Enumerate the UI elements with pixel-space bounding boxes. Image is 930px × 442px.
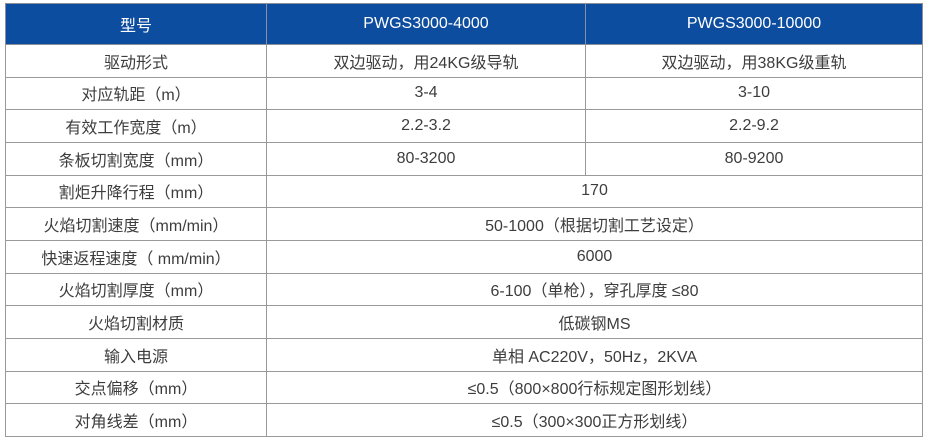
row-value-a: 80-3200 — [266, 141, 586, 176]
row-value-a: 3-4 — [266, 76, 586, 111]
spec-table-header: 型号 PWGS3000-4000 PWGS3000-10000 — [5, 3, 923, 45]
header-cell-model-label: 型号 — [5, 3, 267, 45]
row-label: 快速返程速度（ mm/min） — [5, 239, 267, 274]
row-label: 有效工作宽度（m） — [5, 109, 267, 143]
row-value-merged: ≤0.5（800×800行标规定图形划线） — [266, 370, 923, 405]
row-value-b: 3-10 — [585, 76, 923, 111]
row-label: 火焰切割材质 — [5, 305, 267, 339]
row-label: 条板切割宽度（mm） — [5, 141, 267, 176]
table-row: 驱动形式 双边驱动，用24KG级导轨 双边驱动，用38KG级重轨 — [5, 44, 923, 78]
table-row: 有效工作宽度（m） 2.2-3.2 2.2-9.2 — [5, 109, 923, 143]
row-label: 交点偏移（mm） — [5, 370, 267, 405]
row-value-b: 2.2-9.2 — [585, 109, 923, 143]
table-row: 输入电源 单相 AC220V，50Hz，2KVA — [5, 337, 923, 372]
table-row: 火焰切割速度（mm/min） 50-1000（根据切割工艺设定） — [5, 207, 923, 241]
table-row: 条板切割宽度（mm） 80-3200 80-9200 — [5, 141, 923, 176]
row-value-merged: 低碳钢MS — [266, 305, 923, 339]
row-value-a: 双边驱动，用24KG级导轨 — [266, 44, 586, 78]
row-label: 输入电源 — [5, 337, 267, 372]
table-row: 火焰切割材质 低碳钢MS — [5, 305, 923, 339]
header-row: 型号 PWGS3000-4000 PWGS3000-10000 — [5, 3, 923, 45]
row-value-merged: 6-100（单枪），穿孔厚度 ≤80 — [266, 272, 923, 307]
row-value-merged: 6000 — [266, 239, 923, 274]
header-cell-model-b: PWGS3000-10000 — [585, 3, 923, 45]
table-row: 对应轨距（m） 3-4 3-10 — [5, 76, 923, 111]
header-cell-model-a: PWGS3000-4000 — [266, 3, 586, 45]
table-row: 对角线差（mm） ≤0.5（300×300正方形划线） — [5, 403, 923, 437]
row-value-a: 2.2-3.2 — [266, 109, 586, 143]
row-label: 火焰切割速度（mm/min） — [5, 207, 267, 241]
table-row: 割炬升降行程（mm） 170 — [5, 174, 923, 209]
row-label: 驱动形式 — [5, 44, 267, 78]
row-value-merged: 50-1000（根据切割工艺设定） — [266, 207, 923, 241]
table-row: 快速返程速度（ mm/min） 6000 — [5, 239, 923, 274]
table-row: 火焰切割厚度（mm） 6-100（单枪），穿孔厚度 ≤80 — [5, 272, 923, 307]
row-value-merged: ≤0.5（300×300正方形划线） — [266, 403, 923, 437]
spec-table: 型号 PWGS3000-4000 PWGS3000-10000 驱动形式 双边驱… — [5, 3, 923, 437]
row-value-b: 双边驱动，用38KG级重轨 — [585, 44, 923, 78]
row-value-b: 80-9200 — [585, 141, 923, 176]
row-value-merged: 单相 AC220V，50Hz，2KVA — [266, 337, 923, 372]
row-value-merged: 170 — [266, 174, 923, 209]
row-label: 对角线差（mm） — [5, 403, 267, 437]
row-label: 割炬升降行程（mm） — [5, 174, 267, 209]
row-label: 对应轨距（m） — [5, 76, 267, 111]
row-label: 火焰切割厚度（mm） — [5, 272, 267, 307]
spec-table-body: 驱动形式 双边驱动，用24KG级导轨 双边驱动，用38KG级重轨 对应轨距（m）… — [5, 44, 923, 437]
table-row: 交点偏移（mm） ≤0.5（800×800行标规定图形划线） — [5, 370, 923, 405]
